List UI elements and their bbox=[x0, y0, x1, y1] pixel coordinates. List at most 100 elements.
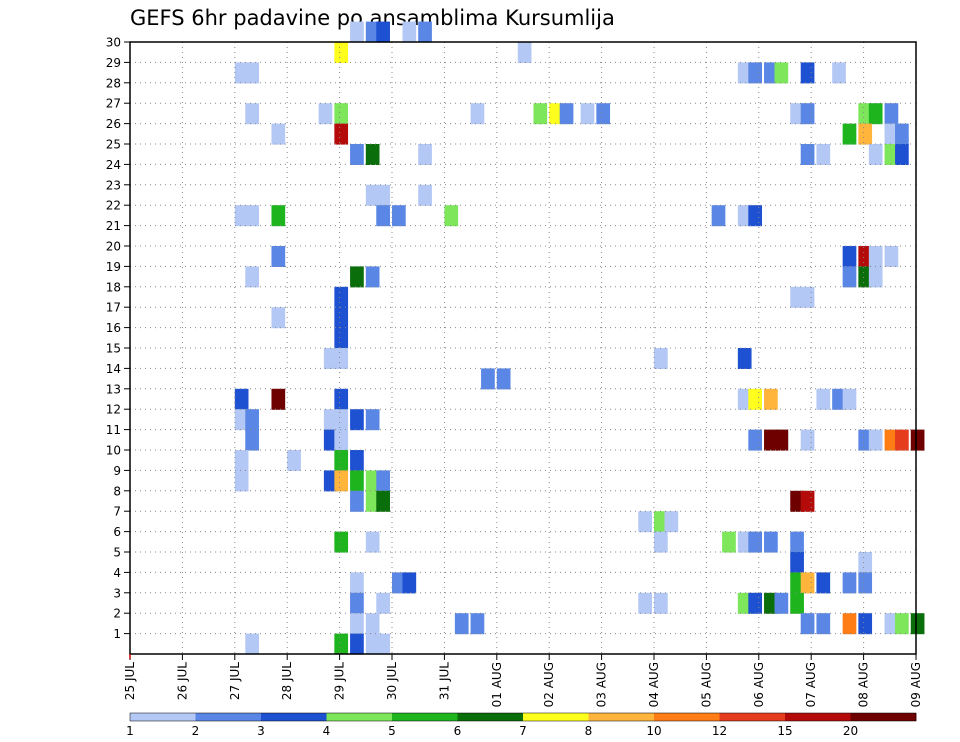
y-tick-label: 12 bbox=[106, 403, 121, 417]
x-tick-label: 29 JUL bbox=[333, 662, 347, 700]
precip-cell bbox=[842, 613, 857, 635]
precip-cell bbox=[737, 205, 752, 227]
y-tick-label: 21 bbox=[106, 219, 121, 233]
y-tick-label: 17 bbox=[106, 301, 121, 315]
precip-cell bbox=[549, 103, 563, 125]
precip-cell bbox=[868, 266, 883, 288]
precip-cell bbox=[350, 613, 364, 635]
precip-cell bbox=[764, 592, 778, 614]
ticks-layer: 1234567891011121314151617181920212223242… bbox=[106, 36, 923, 708]
precip-cell bbox=[737, 388, 752, 410]
precip-cell bbox=[350, 409, 364, 431]
precip-cell bbox=[376, 470, 390, 492]
precip-cell bbox=[842, 123, 857, 145]
colorbar-label: 4 bbox=[323, 724, 331, 738]
precip-cell bbox=[790, 103, 804, 125]
x-tick-label: 09 AUG bbox=[909, 662, 923, 707]
y-tick-label: 28 bbox=[106, 76, 121, 90]
cells-layer bbox=[234, 21, 925, 655]
y-tick-label: 1 bbox=[113, 627, 121, 641]
colorbar-label: 15 bbox=[777, 724, 792, 738]
y-tick-label: 29 bbox=[106, 56, 121, 70]
precip-cell bbox=[334, 286, 349, 308]
precip-cell bbox=[444, 205, 459, 227]
precip-cell bbox=[858, 613, 873, 635]
precip-cell bbox=[334, 409, 349, 431]
precip-cell bbox=[392, 205, 406, 227]
y-tick-label: 13 bbox=[106, 382, 121, 396]
x-tick-label: 06 AUG bbox=[752, 662, 766, 707]
y-tick-label: 4 bbox=[113, 566, 121, 580]
precip-cell bbox=[895, 613, 909, 635]
precip-cell bbox=[245, 103, 259, 125]
y-tick-label: 16 bbox=[106, 321, 121, 335]
x-tick-label: 02 AUG bbox=[542, 662, 556, 707]
y-tick-label: 26 bbox=[106, 117, 121, 131]
precip-cell bbox=[334, 123, 349, 145]
colorbar-label: 6 bbox=[454, 724, 462, 738]
precip-cell bbox=[350, 21, 364, 43]
precip-cell bbox=[376, 633, 390, 655]
precip-cell bbox=[350, 144, 364, 165]
precip-cell bbox=[350, 592, 364, 614]
precip-cell bbox=[418, 21, 432, 43]
precip-cell bbox=[737, 348, 752, 369]
colorbar-label: 3 bbox=[257, 724, 265, 738]
precip-cell bbox=[884, 246, 899, 267]
precip-cell bbox=[334, 307, 349, 329]
precip-cell bbox=[800, 62, 815, 84]
colorbar-swatch bbox=[457, 713, 524, 721]
y-tick-label: 15 bbox=[106, 342, 121, 356]
precip-cell bbox=[454, 613, 469, 635]
x-tick-label: 01 AUG bbox=[490, 662, 504, 707]
precip-cell bbox=[737, 592, 752, 614]
precip-cell bbox=[234, 62, 249, 84]
precip-cell bbox=[245, 429, 259, 451]
precip-cell bbox=[774, 592, 789, 614]
precip-cell bbox=[748, 592, 763, 614]
y-tick-label: 6 bbox=[113, 525, 121, 539]
precip-cell bbox=[800, 144, 815, 165]
precip-cell bbox=[365, 633, 380, 655]
precip-cell bbox=[481, 368, 495, 390]
y-tick-label: 23 bbox=[106, 178, 121, 192]
precip-cell bbox=[365, 266, 380, 288]
colorbar-swatch bbox=[850, 713, 917, 721]
precip-cell bbox=[350, 572, 364, 594]
colorbar-label: 7 bbox=[519, 724, 527, 738]
y-tick-label: 24 bbox=[106, 158, 121, 172]
precip-cell bbox=[884, 429, 899, 451]
precip-cell bbox=[376, 592, 390, 614]
precip-cell bbox=[350, 490, 364, 512]
precip-cell bbox=[245, 205, 259, 227]
precip-cell bbox=[858, 552, 873, 573]
colorbar-swatch bbox=[195, 713, 262, 721]
precip-cell bbox=[271, 307, 286, 329]
precip-cell bbox=[470, 613, 485, 635]
y-tick-label: 8 bbox=[113, 484, 121, 498]
precip-cell bbox=[816, 388, 831, 410]
precip-cell bbox=[350, 266, 364, 288]
precip-cell bbox=[748, 62, 763, 84]
precip-cell bbox=[376, 205, 390, 227]
precip-cell bbox=[365, 409, 380, 431]
precip-cell bbox=[334, 450, 349, 471]
precip-cell bbox=[234, 470, 249, 492]
precip-cell bbox=[790, 490, 804, 512]
precip-cell bbox=[800, 613, 815, 635]
precip-cell bbox=[800, 572, 815, 594]
colorbar-swatch bbox=[588, 713, 655, 721]
colorbar-label: 12 bbox=[712, 724, 727, 738]
precip-cell bbox=[884, 613, 899, 635]
y-tick-label: 11 bbox=[106, 423, 121, 437]
x-tick-label: 03 AUG bbox=[595, 662, 609, 707]
precip-cell bbox=[287, 450, 301, 471]
precip-cell bbox=[350, 450, 364, 471]
precip-cell bbox=[271, 123, 286, 145]
precip-cell bbox=[764, 388, 778, 410]
precip-cell bbox=[365, 470, 380, 492]
precip-cell bbox=[842, 572, 857, 594]
precip-cell bbox=[858, 246, 873, 267]
precip-cell bbox=[895, 144, 909, 165]
precip-cell bbox=[402, 572, 417, 594]
